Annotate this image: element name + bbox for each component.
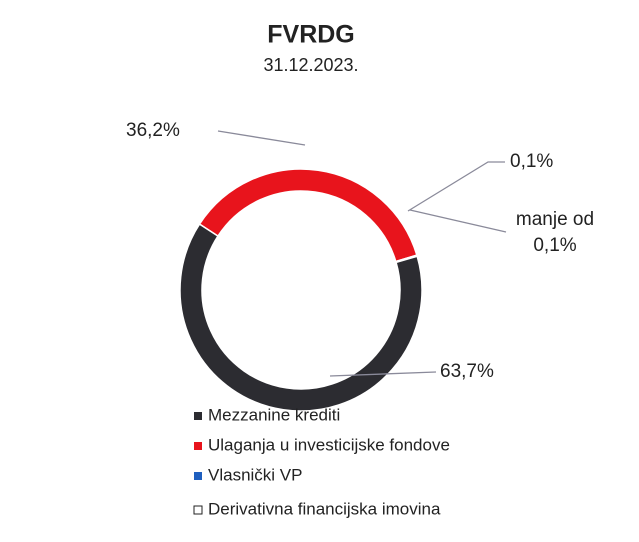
donut-slice [179,223,423,412]
chart-subtitle: 31.12.2023. [263,55,358,75]
legend-marker [193,505,203,515]
data-label: 36,2% [126,120,180,141]
legend-marker [194,442,202,450]
legend-marker [194,412,202,420]
donut-slice [198,168,418,263]
leader-line [329,371,437,377]
legend-marker [194,472,202,480]
leader-line [217,130,306,146]
data-label: 0,1% [510,151,553,172]
leader-line [409,209,507,233]
chart-title: FVRDG [267,21,355,49]
data-label: 63,7% [440,361,494,382]
legend-label: Vlasnički VP [208,465,302,484]
legend-label: Mezzanine krediti [208,405,340,424]
data-label: manje od 0,1% [516,209,594,256]
leader-line [407,161,505,212]
legend-label: Derivativna financijska imovina [208,499,441,518]
legend-label: Ulaganja u investicijske fondove [208,435,450,454]
